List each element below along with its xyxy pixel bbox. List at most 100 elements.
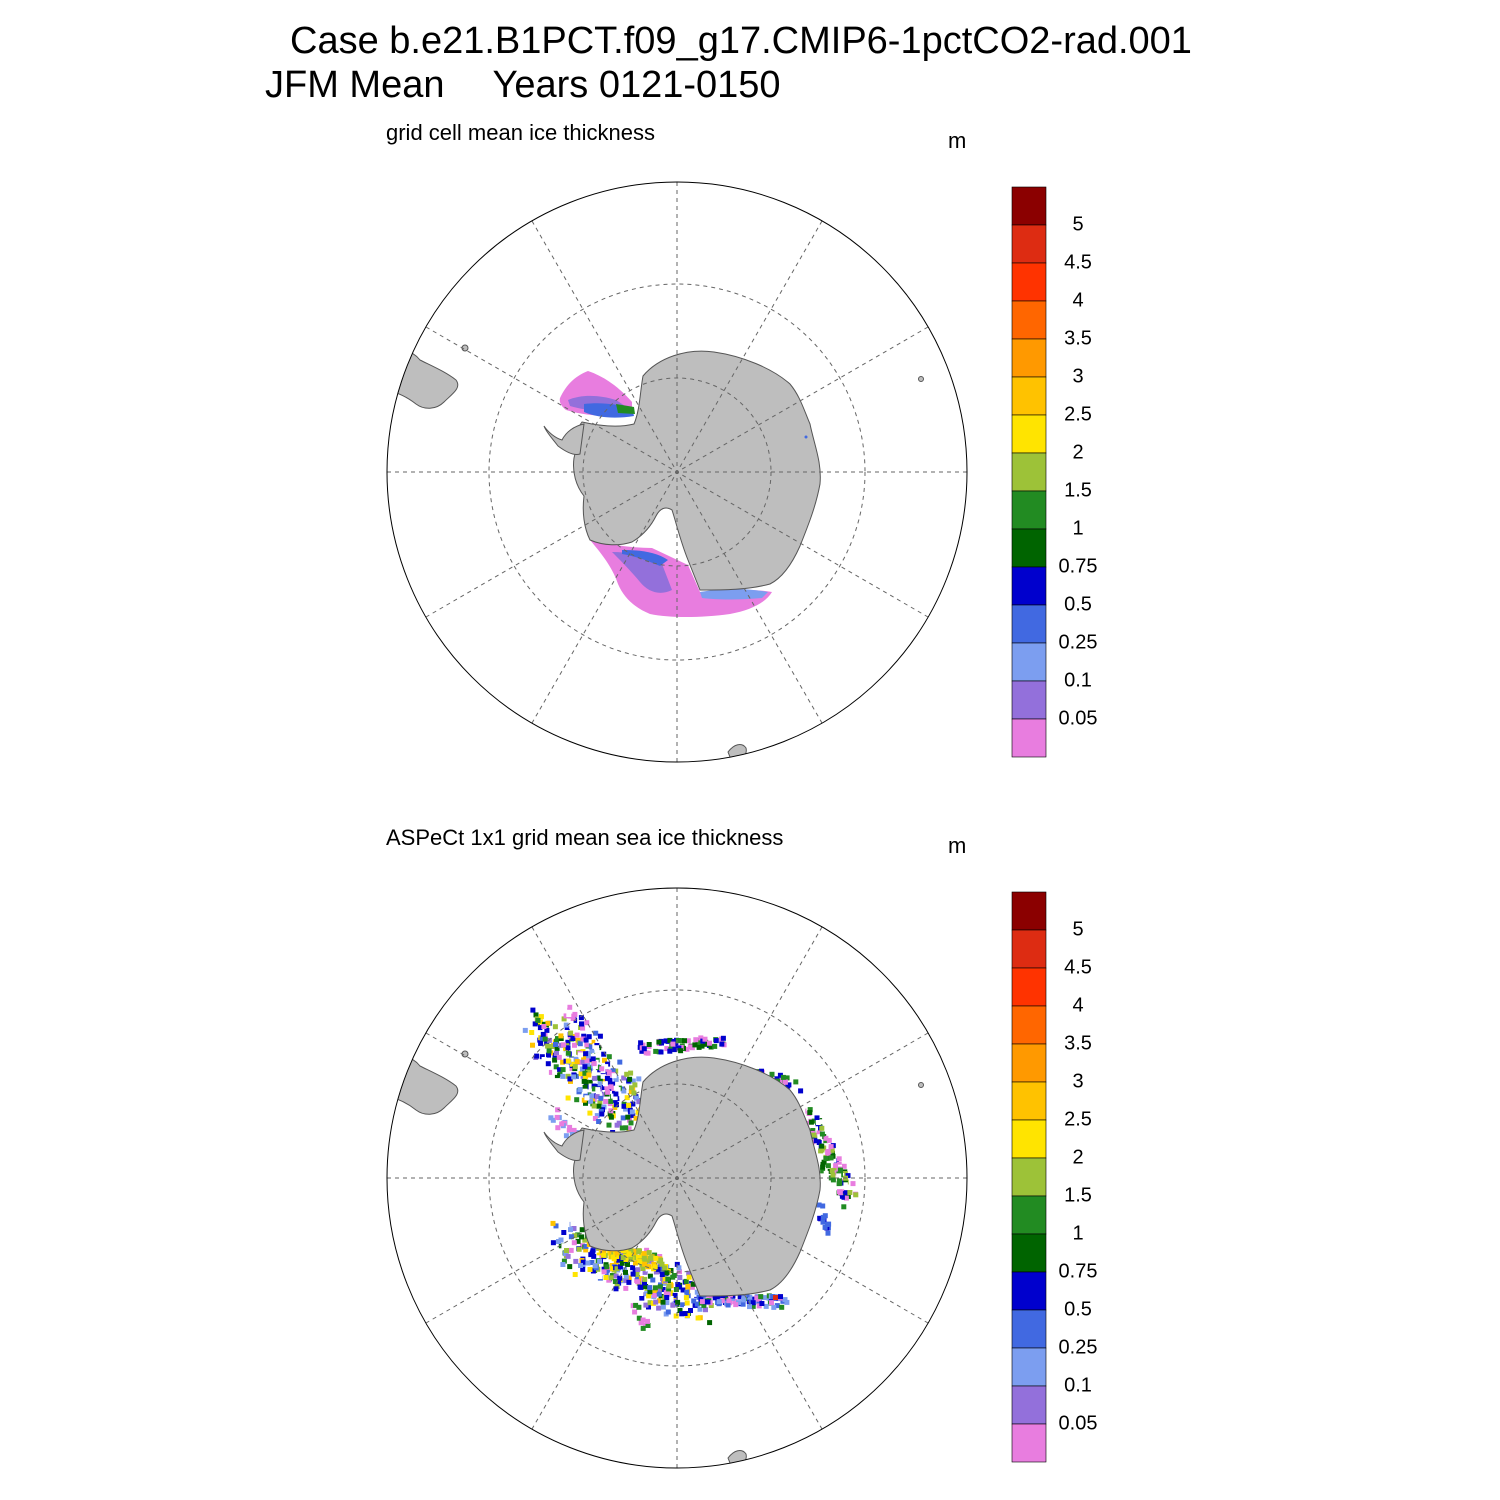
- obs-cell: [580, 1266, 586, 1272]
- obs-cell: [533, 1012, 539, 1018]
- obs-cell: [833, 1158, 839, 1164]
- colorbar-2-label: 2: [1072, 1146, 1084, 1169]
- obs-cell: [565, 1253, 571, 1259]
- obs-cell: [580, 1036, 586, 1042]
- obs-cell: [641, 1255, 647, 1261]
- obs-cell: [761, 1295, 767, 1301]
- obs-cell: [623, 1278, 629, 1283]
- obs-cell: [611, 1073, 617, 1079]
- obs-cell: [610, 1266, 616, 1272]
- obs-cell: [747, 1304, 752, 1310]
- obs-cell: [561, 1243, 567, 1249]
- colorbar-1-swatch-12: [1011, 642, 1047, 682]
- obs-cell: [535, 1017, 541, 1023]
- obs-cell: [620, 1278, 626, 1284]
- obs-cell: [558, 1237, 564, 1243]
- obs-cell: [584, 1020, 590, 1026]
- obs-cell: [702, 1036, 708, 1042]
- obs-cell: [818, 1148, 824, 1154]
- obs-cell: [566, 1127, 572, 1133]
- ice-amundsen-blue: [700, 589, 768, 600]
- obs-cell: [578, 1015, 584, 1021]
- obs-cell: [578, 1052, 583, 1058]
- obs-cell: [538, 1040, 544, 1046]
- colorbar-1-swatch-7: [1011, 452, 1047, 492]
- obs-cell: [580, 1059, 586, 1065]
- obs-cell: [639, 1262, 645, 1268]
- colorbar-2-swatch-9: [1011, 1233, 1047, 1273]
- obs-cell: [578, 1011, 584, 1017]
- obs-cell: [829, 1147, 835, 1153]
- obs-cell: [539, 1036, 545, 1042]
- obs-cell: [594, 1045, 599, 1051]
- obs-cell: [561, 1258, 567, 1264]
- obs-cell: [643, 1284, 649, 1289]
- obs-cell: [680, 1302, 686, 1308]
- obs-cell: [651, 1261, 657, 1267]
- obs-cell: [632, 1082, 638, 1088]
- obs-cell: [673, 1041, 679, 1047]
- obs-cell: [565, 1058, 571, 1064]
- obs-cell: [694, 1297, 699, 1303]
- obs-cell: [564, 1248, 569, 1253]
- panel-2-unit: m: [948, 833, 967, 858]
- colorbar-2-label: 3.5: [1064, 1032, 1092, 1055]
- obs-cell: [814, 1115, 820, 1121]
- obs-cell: [568, 1227, 573, 1233]
- obs-cell: [568, 1020, 574, 1026]
- obs-cell: [664, 1300, 670, 1306]
- obs-cell: [539, 1054, 545, 1060]
- obs-cell: [678, 1038, 684, 1044]
- obs-cell: [770, 1294, 776, 1300]
- obs-cell: [617, 1059, 623, 1065]
- obs-cell: [567, 1004, 573, 1010]
- obs-cell: [626, 1126, 632, 1132]
- obs-cell: [707, 1320, 713, 1326]
- obs-cell: [612, 1279, 618, 1284]
- obs-cell: [563, 1251, 569, 1257]
- panel-2-title: ASPeCt 1x1 grid mean sea ice thickness: [386, 825, 784, 850]
- obs-cell: [664, 1270, 670, 1276]
- obs-cell: [635, 1267, 641, 1273]
- obs-cell: [660, 1276, 666, 1282]
- obs-cell: [572, 1233, 578, 1239]
- obs-cell: [628, 1120, 634, 1126]
- obs-cell: [604, 1084, 610, 1090]
- obs-cell: [646, 1250, 652, 1256]
- obs-cell: [580, 1049, 586, 1055]
- obs-cell: [684, 1306, 689, 1311]
- obs-cell: [732, 1299, 738, 1304]
- obs-cell: [619, 1260, 625, 1266]
- obs-cell: [580, 1025, 586, 1031]
- obs-cell: [554, 1045, 560, 1051]
- obs-cell: [664, 1295, 670, 1300]
- colorbar-1-label: 3.5: [1064, 327, 1092, 350]
- obs-cell: [587, 1110, 593, 1116]
- obs-cell: [592, 1263, 598, 1269]
- colorbar-1-swatch-4: [1011, 338, 1047, 378]
- obs-cell: [558, 1243, 564, 1249]
- obs-cell: [640, 1325, 646, 1331]
- obs-cell: [583, 1037, 589, 1043]
- obs-cell: [631, 1248, 637, 1254]
- obs-cell: [606, 1277, 612, 1283]
- obs-cell: [843, 1190, 849, 1196]
- obs-cell: [677, 1275, 683, 1280]
- obs-cell: [536, 1063, 541, 1068]
- obs-cell: [716, 1299, 722, 1305]
- obs-cell: [847, 1190, 853, 1195]
- obs-cell: [660, 1304, 666, 1310]
- obs-cell: [554, 1038, 559, 1044]
- obs-cell: [645, 1318, 650, 1324]
- obs-cell: [655, 1288, 661, 1294]
- colorbar-2-label: 1.5: [1064, 1184, 1092, 1207]
- obs-cell: [614, 1250, 620, 1256]
- obs-cell: [777, 1072, 783, 1078]
- obs-cell: [578, 1263, 583, 1268]
- colorbar-1-swatch-5: [1011, 376, 1047, 416]
- obs-cell: [596, 1119, 602, 1124]
- obs-cell: [574, 1097, 580, 1103]
- obs-cell: [723, 1297, 728, 1303]
- obs-cell: [579, 1234, 585, 1240]
- obs-cell: [672, 1297, 678, 1302]
